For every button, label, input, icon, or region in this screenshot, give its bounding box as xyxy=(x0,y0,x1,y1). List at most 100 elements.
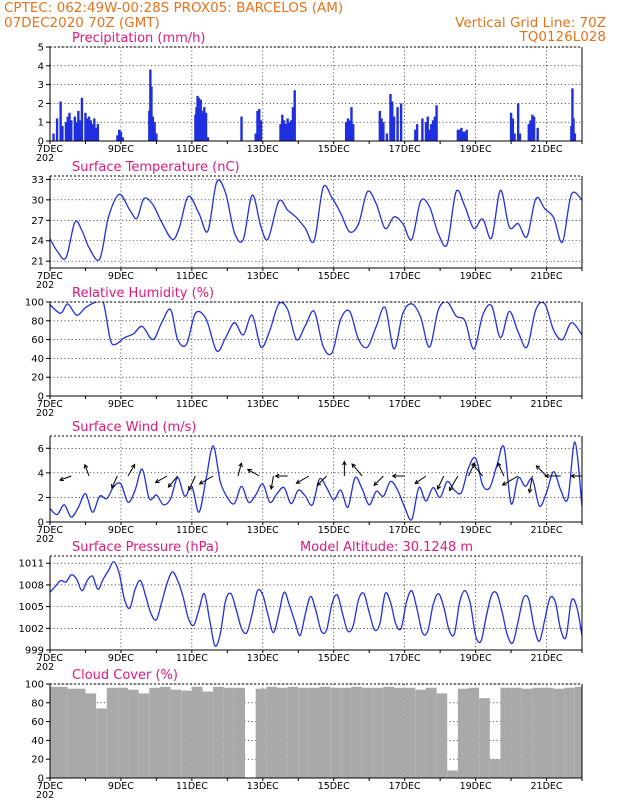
y-tick-label: 2 xyxy=(38,493,44,504)
precip-bar xyxy=(461,131,465,141)
x-year-label: 202 xyxy=(36,790,54,800)
precip-bar xyxy=(150,86,153,141)
x-tick-label: 15DEC xyxy=(318,399,350,410)
precip-bar xyxy=(289,120,293,141)
cloud-bar xyxy=(330,687,341,778)
cloud-bar xyxy=(362,687,373,778)
cloud-bar xyxy=(106,687,118,778)
y-tick-label: 999 xyxy=(25,646,44,657)
x-year-label: 202 xyxy=(36,408,54,419)
wind-arrow xyxy=(167,475,179,488)
precip-bar xyxy=(291,107,295,141)
precip-bar xyxy=(421,118,424,141)
y-tick-label: 0 xyxy=(38,137,44,148)
wind-arrow xyxy=(471,463,484,477)
wind-arrow xyxy=(111,475,118,489)
wind-arrow xyxy=(527,475,533,494)
wind-arrow xyxy=(127,463,136,477)
cloud-bar xyxy=(298,687,309,778)
precip-bar xyxy=(456,129,460,141)
precip-bar xyxy=(116,135,119,141)
precip-bar xyxy=(86,118,89,141)
wind-arrow xyxy=(436,475,445,490)
x-tick-label: 9DEC xyxy=(108,399,134,410)
x-year-label: 202 xyxy=(36,534,54,545)
cloud-bar xyxy=(117,687,129,778)
precip-bar xyxy=(430,124,433,141)
cloud-bar xyxy=(128,689,139,778)
precip-bar xyxy=(433,116,437,141)
precip-bar xyxy=(344,122,348,141)
precip-bar xyxy=(91,124,94,141)
wind-arrow xyxy=(274,473,288,479)
precip-bar xyxy=(460,127,463,141)
cloud-bar xyxy=(202,691,214,778)
wind-arrow xyxy=(373,475,384,487)
x-tick-label: 19DEC xyxy=(460,525,492,536)
wind-arrow xyxy=(501,475,519,486)
x-tick-label: 15DEC xyxy=(318,653,350,664)
x-tick-label: 17DEC xyxy=(389,653,421,664)
wind-series-line xyxy=(50,441,582,521)
y-tick-label: 100 xyxy=(25,680,44,691)
x-tick-label: 21DEC xyxy=(531,653,563,664)
precip-bar xyxy=(571,88,574,141)
precip-bar xyxy=(204,112,208,141)
y-tick-label: 20 xyxy=(31,755,44,766)
x-tick-label: 15DEC xyxy=(318,144,350,155)
precip-bar xyxy=(73,116,77,141)
precip-bar xyxy=(121,137,124,141)
y-tick-label: 4 xyxy=(38,61,44,72)
cloud-bar xyxy=(542,687,554,778)
x-tick-label: 7DEC xyxy=(37,399,63,410)
y-tick-label: 40 xyxy=(31,736,44,747)
x-tick-label: 13DEC xyxy=(247,525,279,536)
x-year-label: 202 xyxy=(36,662,54,673)
precip-bar xyxy=(532,116,536,141)
y-tick-label: 27 xyxy=(31,216,44,227)
y-tick-label: 2 xyxy=(38,99,44,110)
x-year-label: 202 xyxy=(36,280,54,291)
precip-bar xyxy=(68,112,71,141)
precip-bar xyxy=(378,110,382,141)
precip-bar xyxy=(119,131,123,141)
y-tick-label: 40 xyxy=(31,354,44,365)
precip-bar xyxy=(536,127,539,141)
x-tick-label: 21DEC xyxy=(531,399,563,410)
cloud-bar xyxy=(394,687,405,778)
precip-bar xyxy=(203,107,206,141)
precip-bar xyxy=(286,118,289,141)
precip-bar xyxy=(84,112,87,141)
precip-bar xyxy=(513,133,516,141)
x-tick-label: 9DEC xyxy=(108,525,134,536)
y-tick-label: 3 xyxy=(38,80,44,91)
x-tick-label: 9DEC xyxy=(108,781,134,792)
precip-bar xyxy=(458,129,461,141)
cloud-bar xyxy=(96,708,107,778)
wind-arrow xyxy=(237,462,243,477)
cloud-bar xyxy=(564,687,575,778)
precip-bar xyxy=(284,124,288,141)
precip-bar xyxy=(399,103,403,141)
precip-bar xyxy=(281,114,284,141)
precip-bar xyxy=(78,120,82,141)
panel-title-wind: Surface Wind (m/s) xyxy=(72,420,196,435)
cloud-bar xyxy=(287,686,299,778)
precip-bar xyxy=(385,133,389,141)
x-tick-label: 13DEC xyxy=(247,653,279,664)
wind-arrow xyxy=(59,475,72,482)
precip-bar xyxy=(348,120,351,141)
y-tick-label: 4 xyxy=(38,468,44,479)
precip-bar xyxy=(75,122,78,141)
x-tick-label: 11DEC xyxy=(176,781,208,792)
cloud-bar xyxy=(425,687,437,778)
x-tick-label: 15DEC xyxy=(318,781,350,792)
x-tick-label: 11DEC xyxy=(176,271,208,282)
precip-bar xyxy=(428,129,431,141)
x-tick-label: 11DEC xyxy=(176,399,208,410)
precip-bar xyxy=(256,110,259,141)
header-grid-note: Vertical Grid Line: 70Z xyxy=(455,15,606,31)
x-tick-label: 19DEC xyxy=(460,271,492,282)
precip-bar xyxy=(59,101,62,141)
wind-arrow xyxy=(154,475,168,484)
